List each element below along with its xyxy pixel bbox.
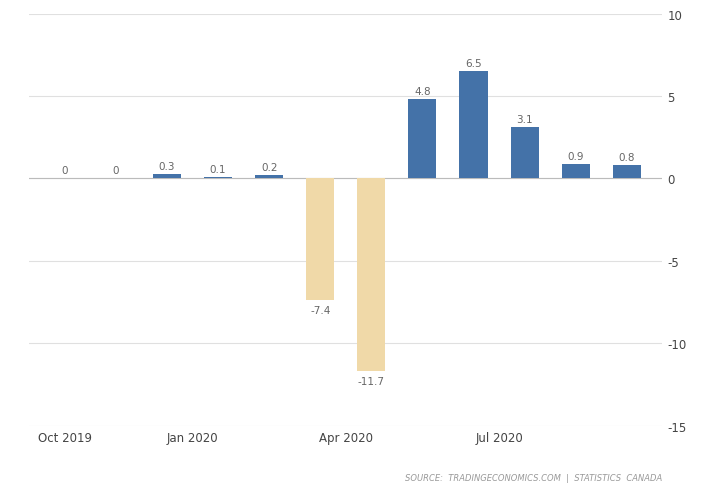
Text: SOURCE:  TRADINGECONOMICS.COM  |  STATISTICS  CANADA: SOURCE: TRADINGECONOMICS.COM | STATISTIC… bbox=[405, 472, 662, 482]
Bar bbox=[306, 179, 334, 301]
Text: 0.9: 0.9 bbox=[567, 151, 584, 161]
Bar bbox=[613, 166, 641, 179]
Text: 4.8: 4.8 bbox=[414, 87, 431, 97]
Bar bbox=[357, 179, 385, 372]
Bar bbox=[561, 164, 590, 179]
Bar bbox=[510, 128, 539, 179]
Bar bbox=[255, 176, 283, 179]
Text: 0.3: 0.3 bbox=[159, 161, 175, 171]
Text: 0.1: 0.1 bbox=[210, 165, 226, 174]
Text: 0: 0 bbox=[113, 166, 119, 176]
Bar bbox=[153, 174, 181, 179]
Bar bbox=[408, 100, 437, 179]
Text: 0.8: 0.8 bbox=[619, 153, 635, 163]
Bar bbox=[204, 178, 232, 179]
Text: 0.2: 0.2 bbox=[261, 163, 277, 173]
Text: -11.7: -11.7 bbox=[358, 376, 385, 386]
Text: 0: 0 bbox=[62, 166, 68, 176]
Text: -7.4: -7.4 bbox=[310, 305, 331, 315]
Bar bbox=[459, 72, 488, 179]
Text: 3.1: 3.1 bbox=[516, 115, 533, 125]
Text: 6.5: 6.5 bbox=[465, 59, 482, 69]
